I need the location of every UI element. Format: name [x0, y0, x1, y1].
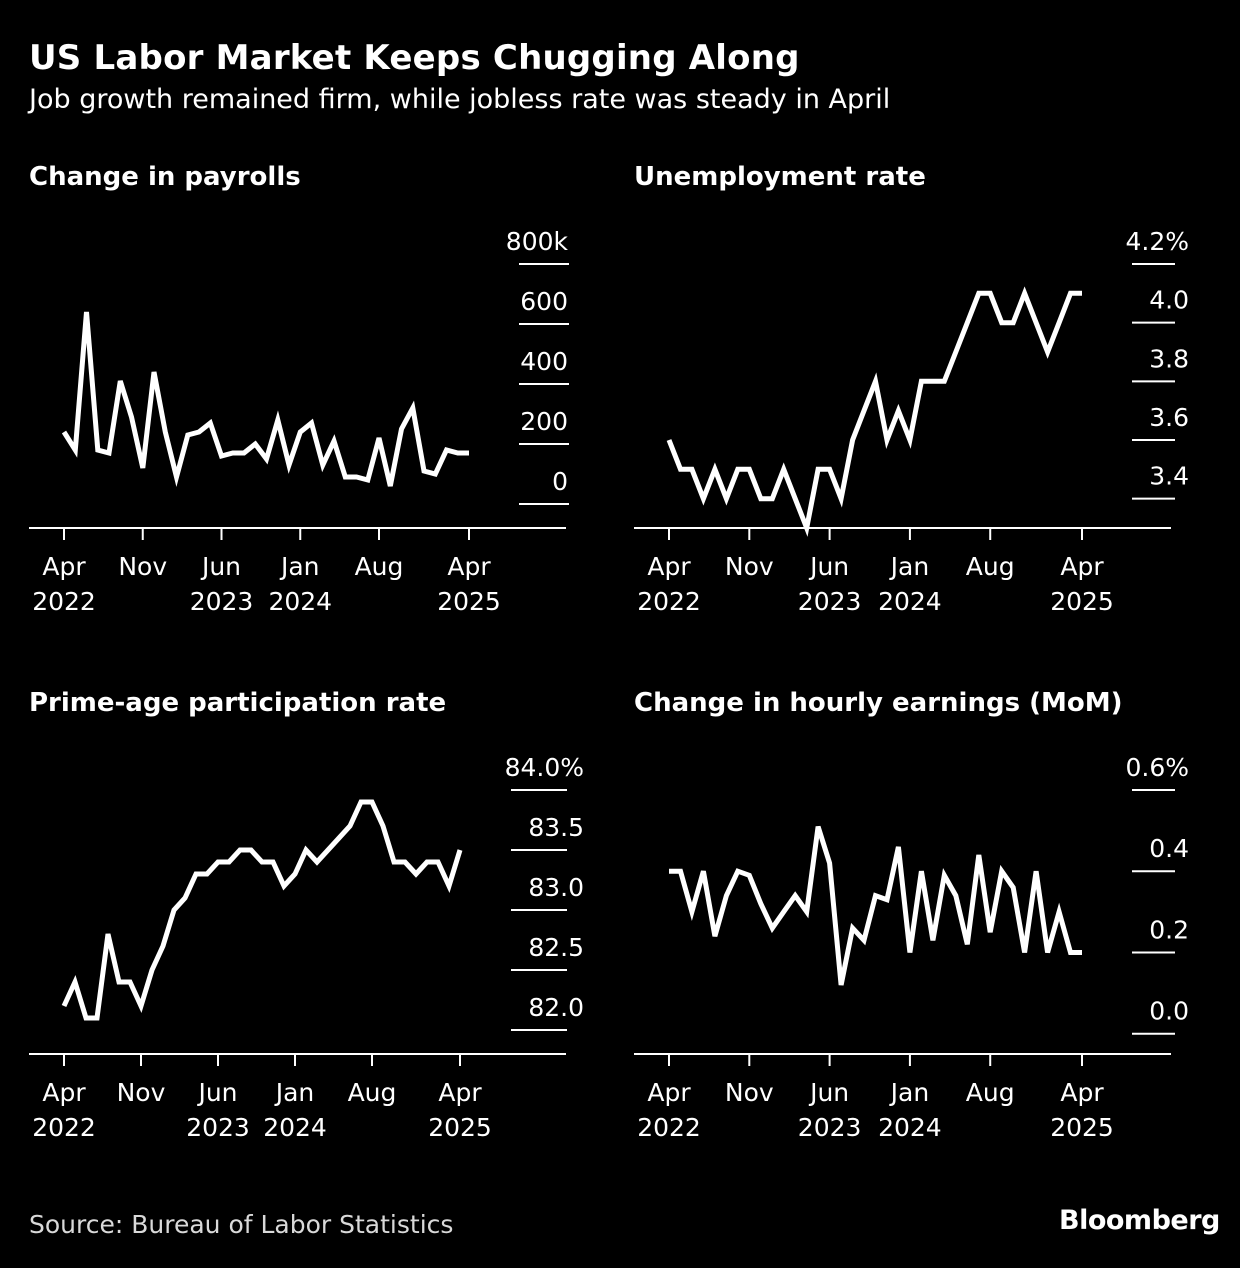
x-tick-label: Jan [279, 552, 320, 581]
x-tick-label: Jan [889, 1078, 930, 1107]
earnings-chart: 0.6% 0.4 0.2 0.0 Apr 2022 Nov Jun 2023 Jan 2024 Aug… [634, 753, 1189, 1142]
y-tick-label: 83.5 [528, 813, 584, 842]
x-tick-label-year: 2023 [190, 587, 254, 616]
y-tick-label: 0.4 [1149, 834, 1189, 863]
x-tick-label: Apr [1060, 1078, 1104, 1107]
x-tick-label: Jun [808, 1078, 849, 1107]
x-tick-label: Aug [355, 552, 404, 581]
x-tick-label-year: 2023 [798, 1113, 862, 1142]
y-tick-label: 800k [506, 227, 569, 256]
chart-title: US Labor Market Keeps Chugging Along [29, 38, 800, 78]
x-tick-label: Apr [438, 1078, 482, 1107]
panel-title-payrolls: Change in payrolls [29, 162, 301, 192]
y-tick-label: 4.2% [1125, 227, 1189, 256]
x-tick-label: Apr [647, 552, 691, 581]
series-line [666, 286, 1082, 537]
y-tick-label: 3.4 [1149, 462, 1189, 491]
panel-title-unemployment: Unemployment rate [634, 162, 926, 192]
source-note: Source: Bureau of Labor Statistics [29, 1210, 454, 1239]
unemployment-chart: 4.2% 4.0 3.8 3.6 3.4 Apr 2022 Nov Jun 2023 Jan 2024… [634, 227, 1189, 616]
x-tick-label-year: 2024 [268, 587, 332, 616]
y-tick-label: 600 [520, 287, 568, 316]
y-tick-label: 0.2 [1149, 915, 1189, 944]
x-tick-label: Nov [725, 1078, 774, 1107]
y-tick-label: 83.0 [528, 873, 584, 902]
panel-title-participation: Prime-age participation rate [29, 688, 447, 718]
y-tick-label: 400 [520, 347, 568, 376]
x-tick-label-year: 2023 [186, 1113, 250, 1142]
y-tick-label: 84.0% [505, 753, 584, 782]
bloomberg-logo: Bloomberg [1059, 1205, 1220, 1236]
x-tick-label-year: 2025 [1050, 587, 1114, 616]
y-tick-label: 200 [520, 407, 568, 436]
y-tick-label: 4.0 [1149, 286, 1189, 315]
x-tick-label-year: 2024 [878, 1113, 942, 1142]
y-tick-label: 0.6% [1125, 753, 1189, 782]
payrolls-chart: 800k 600 400 200 0 Apr 2022 Nov Jun 2023 Jan 2024 Au… [29, 227, 569, 616]
y-tick-label: 82.0 [528, 993, 584, 1022]
y-tick-label: 3.6 [1149, 403, 1189, 432]
x-tick-label-year: 2024 [878, 587, 942, 616]
participation-chart: 84.0% 83.5 83.0 82.5 82.0 Apr 2022 Nov Jun 2023 Ja… [29, 753, 584, 1142]
x-tick-label-year: 2022 [637, 587, 701, 616]
x-tick-label: Jan [889, 552, 930, 581]
x-tick-label: Apr [1060, 552, 1104, 581]
chart-subtitle: Job growth remained firm, while jobless … [29, 84, 891, 115]
x-tick-label-year: 2022 [32, 587, 96, 616]
x-tick-label: Apr [647, 1078, 691, 1107]
x-tick-label: Nov [117, 1078, 166, 1107]
x-tick-label-year: 2025 [428, 1113, 492, 1142]
x-tick-label: Aug [966, 552, 1015, 581]
x-tick-label: Apr [447, 552, 491, 581]
x-tick-label-year: 2023 [798, 587, 862, 616]
series-line [61, 311, 469, 487]
series-line [669, 825, 1082, 986]
series-line [61, 799, 463, 1021]
x-tick-label: Jun [200, 552, 241, 581]
x-tick-label: Apr [42, 1078, 86, 1107]
x-tick-label-year: 2025 [1050, 1113, 1114, 1142]
x-tick-label: Aug [966, 1078, 1015, 1107]
y-tick-label: 3.8 [1149, 344, 1189, 373]
y-tick-label: 82.5 [528, 933, 584, 962]
x-tick-label-year: 2025 [437, 587, 501, 616]
x-tick-label: Jun [196, 1078, 237, 1107]
x-tick-label: Jan [274, 1078, 315, 1107]
y-tick-label: 0 [552, 467, 568, 496]
panel-title-earnings: Change in hourly earnings (MoM) [634, 688, 1123, 718]
x-tick-label-year: 2022 [637, 1113, 701, 1142]
x-tick-label-year: 2024 [263, 1113, 327, 1142]
y-tick-label: 0.0 [1149, 997, 1189, 1026]
x-tick-label: Nov [725, 552, 774, 581]
x-tick-label-year: 2022 [32, 1113, 96, 1142]
x-tick-label: Apr [42, 552, 86, 581]
x-tick-label: Aug [348, 1078, 397, 1107]
x-tick-label: Jun [808, 552, 849, 581]
x-tick-label: Nov [118, 552, 167, 581]
